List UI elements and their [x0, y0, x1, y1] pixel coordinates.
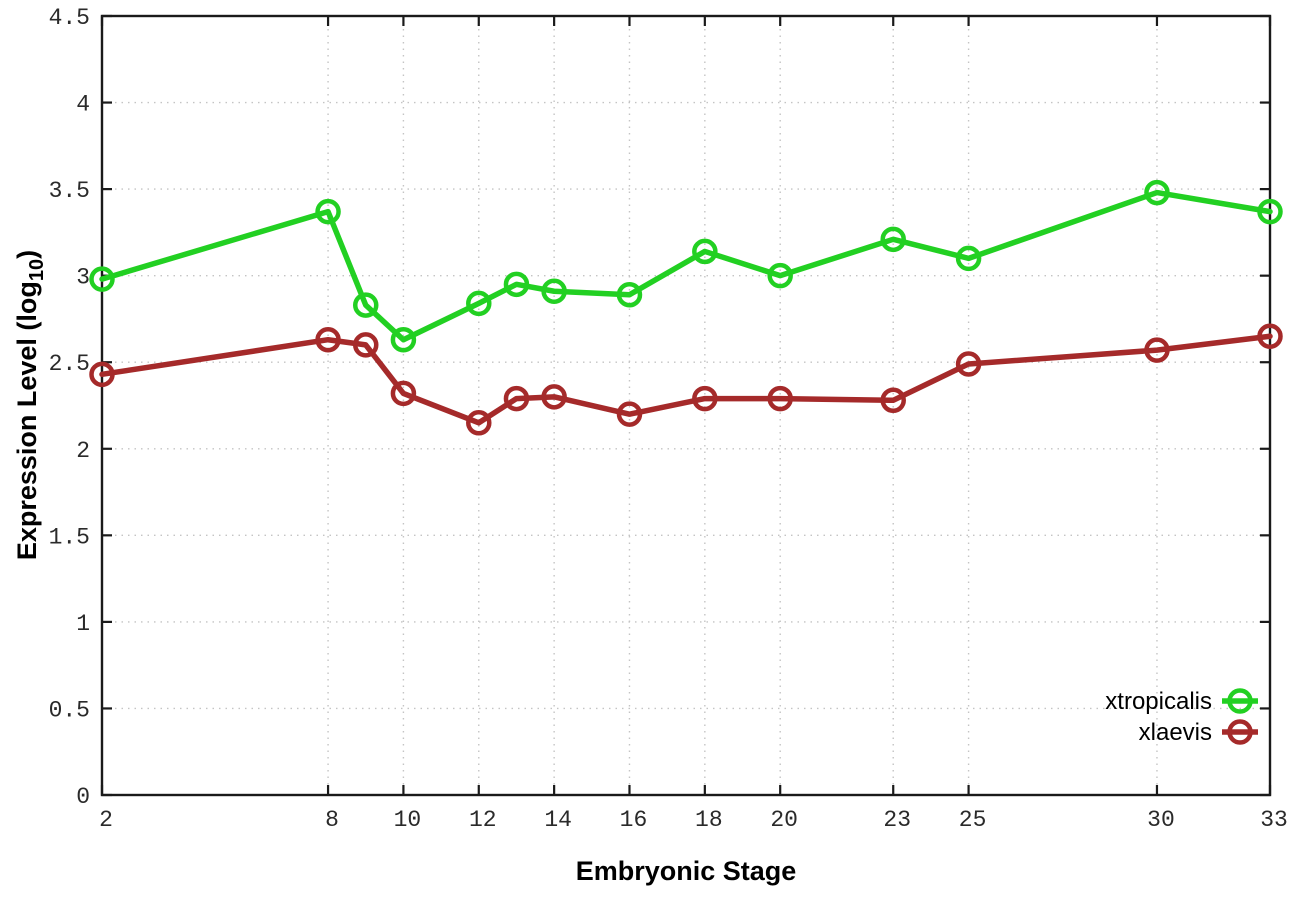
- data-point-xtropicalis: [503, 271, 530, 298]
- x-tick-label: 18: [695, 807, 723, 833]
- y-tick-label: 3: [76, 265, 90, 291]
- data-point-xlaevis: [880, 387, 906, 414]
- plot-border: [100, 14, 1272, 797]
- legend-label-xtropicalis: xtropicalis: [1105, 688, 1212, 715]
- data-point-xtropicalis: [692, 238, 718, 265]
- legend-layer: xtropicalis xlaevis: [1105, 688, 1258, 746]
- data-point-xlaevis: [315, 326, 341, 353]
- x-tick-label: 12: [469, 807, 497, 833]
- data-point-xtropicalis: [466, 290, 492, 317]
- data-point-xlaevis: [352, 332, 379, 358]
- y-tick-label: 0: [76, 784, 90, 810]
- data-point-xtropicalis: [955, 245, 982, 272]
- data-point-xtropicalis: [541, 278, 567, 304]
- data-point-xlaevis: [541, 384, 567, 410]
- y-axis-title: Expression Level (log10): [12, 250, 48, 560]
- y-axis-title-close: ): [12, 250, 42, 259]
- data-point-xlaevis: [1257, 323, 1283, 350]
- data-point-xlaevis: [767, 385, 793, 412]
- data-point-xlaevis: [616, 401, 643, 427]
- data-point-xtropicalis: [352, 292, 379, 318]
- y-tick-label: 0.5: [49, 697, 90, 723]
- data-point-xtropicalis: [880, 226, 906, 253]
- x-tick-label: 8: [325, 807, 339, 833]
- x-tick-label: 30: [1147, 807, 1175, 833]
- data-point-xtropicalis: [89, 266, 115, 292]
- y-axis-title-subscript: 10: [26, 259, 48, 281]
- y-tick-label: 1: [76, 611, 90, 637]
- tick-label-layer: 2 8 10 12 14 16 18 20 23 25 30 33 0 0.5 1 1.5 2 2.5 3 3.5 4 4…: [49, 5, 1288, 833]
- data-point-xtropicalis: [616, 281, 643, 308]
- y-axis-title-main: Expression Level (log: [12, 281, 42, 560]
- x-tick-label: 14: [544, 807, 572, 833]
- x-tick-label: 23: [883, 807, 911, 833]
- x-tick-label: 33: [1260, 807, 1288, 833]
- x-tick-label: 25: [959, 807, 987, 833]
- data-point-xlaevis: [503, 385, 530, 412]
- data-point-xtropicalis: [390, 326, 417, 353]
- data-point-xlaevis: [1144, 337, 1170, 363]
- data-point-xlaevis: [692, 385, 718, 412]
- series-line-xlaevis: [99, 333, 1273, 426]
- legend-marker-xlaevis: [1227, 719, 1253, 745]
- x-tick-label: 2: [99, 807, 113, 833]
- y-tick-label: 3.5: [49, 178, 90, 204]
- grid-layer: [102, 16, 1270, 795]
- data-point-xlaevis: [955, 351, 982, 377]
- data-point-xtropicalis: [1257, 198, 1283, 225]
- y-tick-label: 2: [76, 438, 90, 464]
- data-point-xlaevis: [390, 380, 417, 407]
- y-tick-label: 4.5: [49, 5, 90, 31]
- axes-layer: [100, 14, 1272, 797]
- x-tick-label: 16: [620, 807, 648, 833]
- x-axis-title: Embryonic Stage: [576, 856, 797, 886]
- series-line-xtropicalis: [99, 189, 1273, 343]
- legend-label-xlaevis: xlaevis: [1139, 719, 1212, 746]
- y-tick-label: 4: [76, 92, 90, 118]
- series-layer: [89, 179, 1283, 436]
- data-point-xtropicalis: [1144, 179, 1170, 206]
- data-point-xlaevis: [466, 410, 492, 436]
- data-point-xtropicalis: [767, 262, 793, 289]
- x-tick-label: 10: [394, 807, 422, 833]
- x-tick-label: 20: [770, 807, 798, 833]
- legend-marker-xtropicalis: [1227, 688, 1253, 714]
- y-tick-label: 2.5: [49, 351, 90, 377]
- data-point-xtropicalis: [315, 198, 341, 225]
- y-tick-label: 1.5: [49, 524, 90, 550]
- data-point-xlaevis: [89, 361, 115, 388]
